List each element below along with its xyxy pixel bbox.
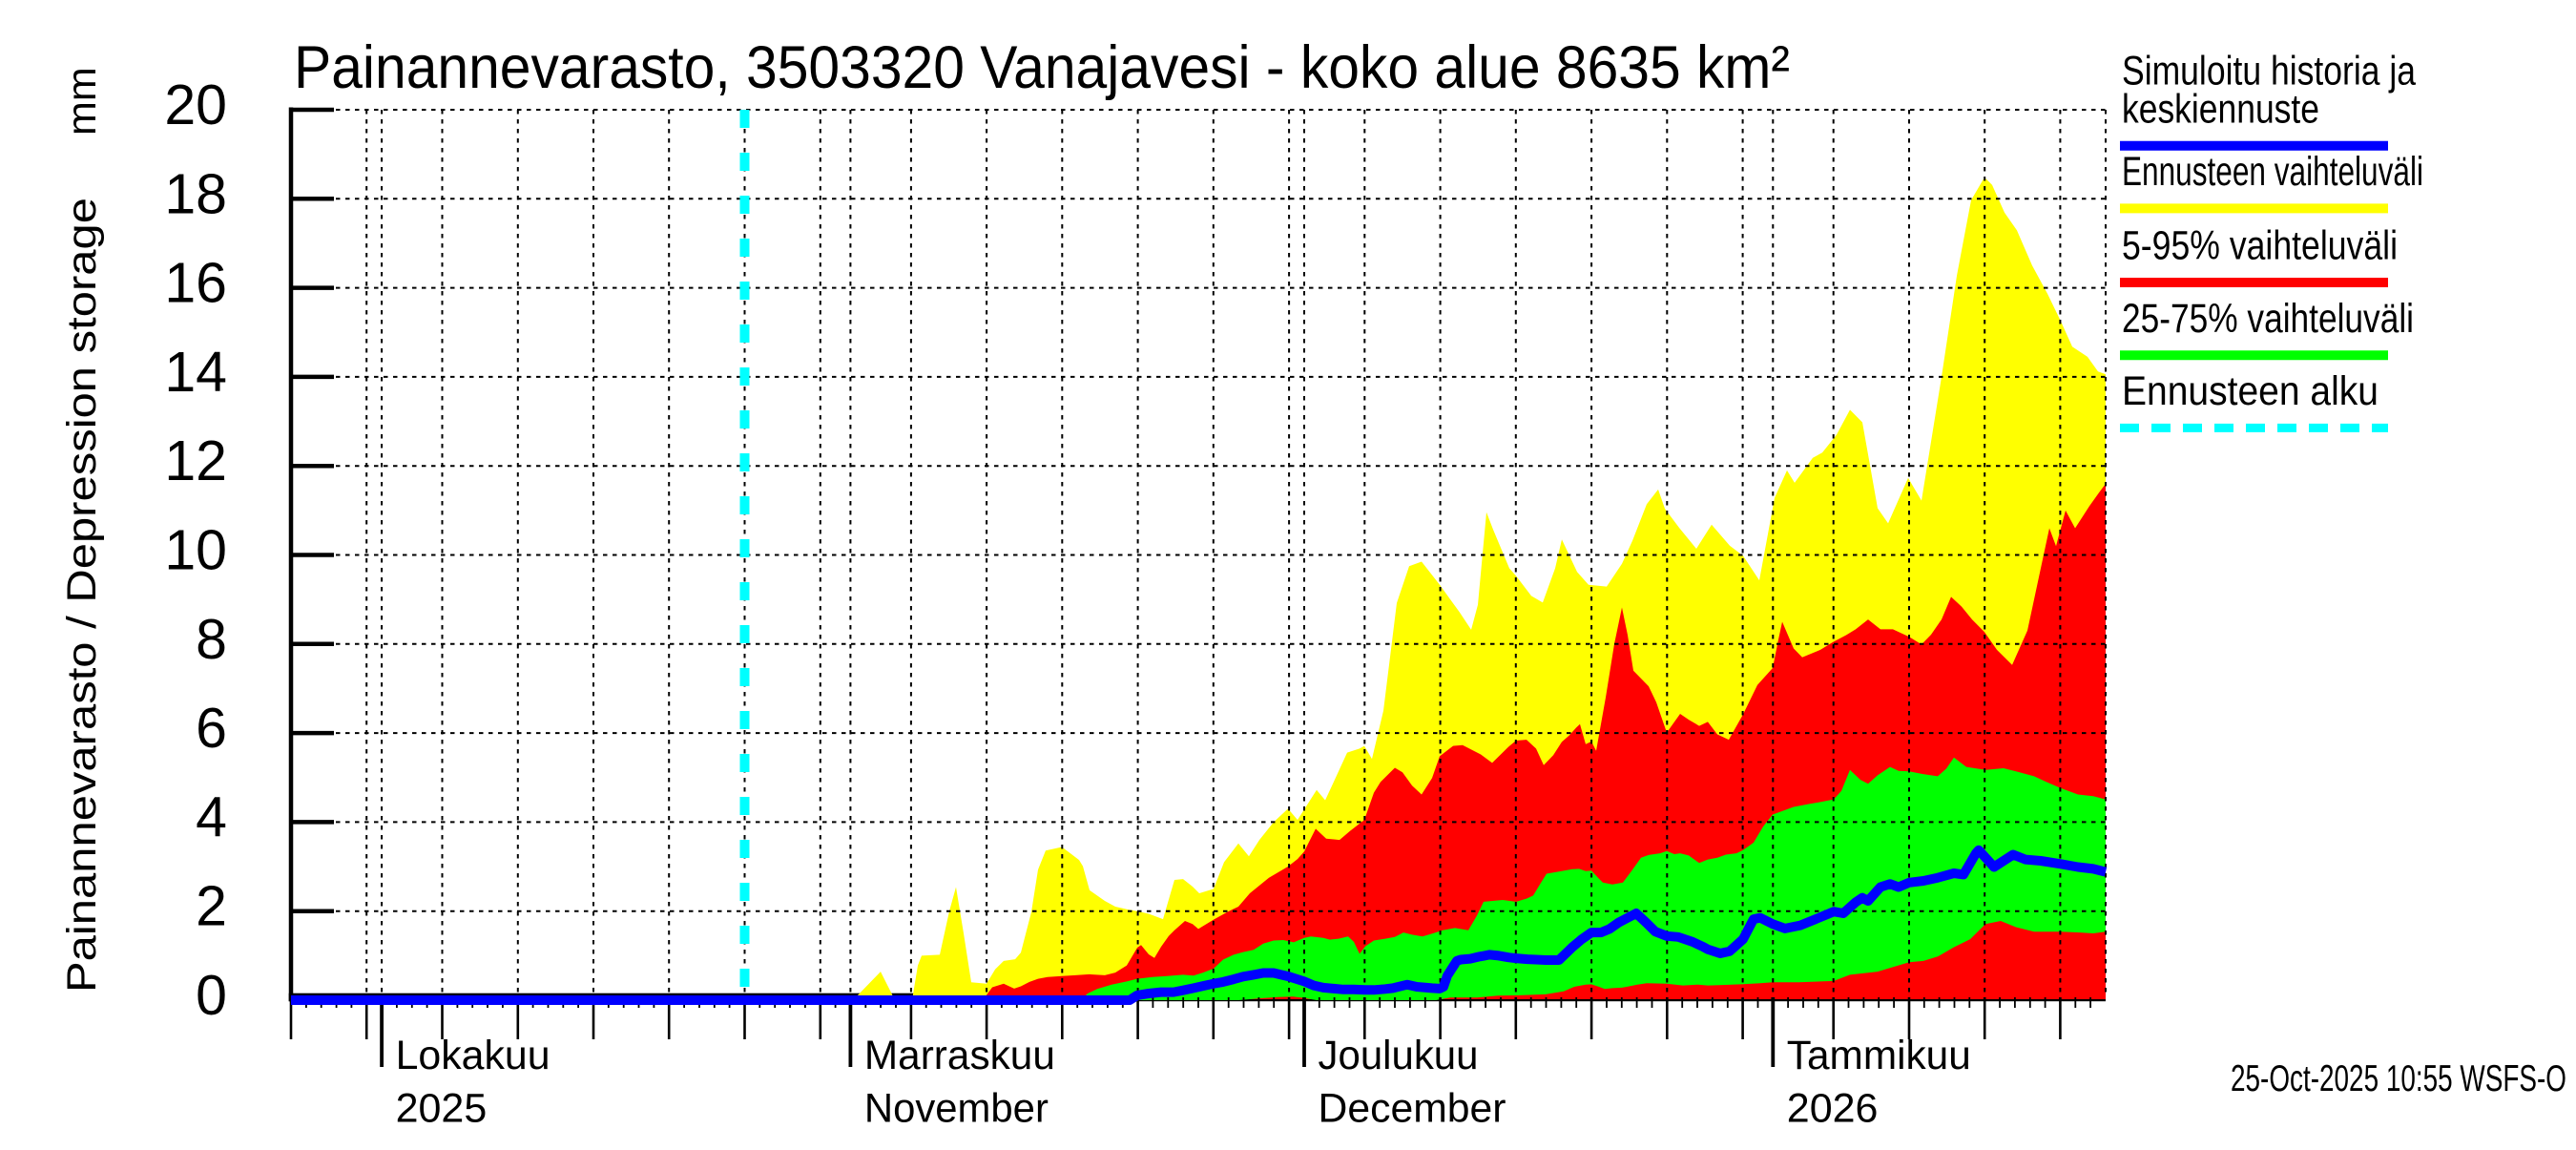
svg-text:Ennusteen alku: Ennusteen alku bbox=[2122, 368, 2379, 414]
svg-text:25-75% vaihteluväli: 25-75% vaihteluväli bbox=[2122, 296, 2414, 342]
svg-text:2025: 2025 bbox=[396, 1085, 488, 1131]
svg-text:20: 20 bbox=[164, 73, 227, 136]
svg-text:10: 10 bbox=[164, 519, 227, 582]
svg-text:Lokakuu: Lokakuu bbox=[396, 1033, 551, 1078]
svg-text:18: 18 bbox=[164, 162, 227, 225]
svg-text:mm: mm bbox=[59, 67, 105, 136]
svg-text:25-Oct-2025 10:55 WSFS-O: 25-Oct-2025 10:55 WSFS-O bbox=[2231, 1058, 2566, 1099]
svg-text:keskiennuste: keskiennuste bbox=[2122, 86, 2319, 132]
svg-text:Simuloitu historia ja: Simuloitu historia ja bbox=[2122, 49, 2416, 94]
svg-text:Tammikuu: Tammikuu bbox=[1787, 1033, 1971, 1078]
svg-text:2026: 2026 bbox=[1787, 1085, 1879, 1131]
svg-text:Ennusteen vaihteluväli: Ennusteen vaihteluväli bbox=[2122, 149, 2423, 195]
svg-text:December: December bbox=[1319, 1085, 1506, 1131]
svg-text:2: 2 bbox=[196, 875, 227, 938]
svg-text:8: 8 bbox=[196, 608, 227, 671]
svg-text:16: 16 bbox=[164, 252, 227, 315]
svg-text:November: November bbox=[864, 1085, 1049, 1131]
svg-text:Painannevarasto / Depression s: Painannevarasto / Depression storage bbox=[59, 198, 105, 993]
svg-text:0: 0 bbox=[196, 964, 227, 1027]
svg-text:Joulukuu: Joulukuu bbox=[1319, 1033, 1479, 1078]
svg-text:4: 4 bbox=[196, 785, 227, 848]
svg-text:6: 6 bbox=[196, 697, 227, 760]
svg-text:5-95% vaihteluväli: 5-95% vaihteluväli bbox=[2122, 223, 2398, 269]
svg-text:Painannevarasto, 3503320 Vanaj: Painannevarasto, 3503320 Vanajavesi - ko… bbox=[294, 34, 1790, 101]
svg-text:12: 12 bbox=[164, 429, 227, 492]
svg-text:14: 14 bbox=[164, 341, 227, 404]
svg-text:Marraskuu: Marraskuu bbox=[864, 1033, 1055, 1078]
